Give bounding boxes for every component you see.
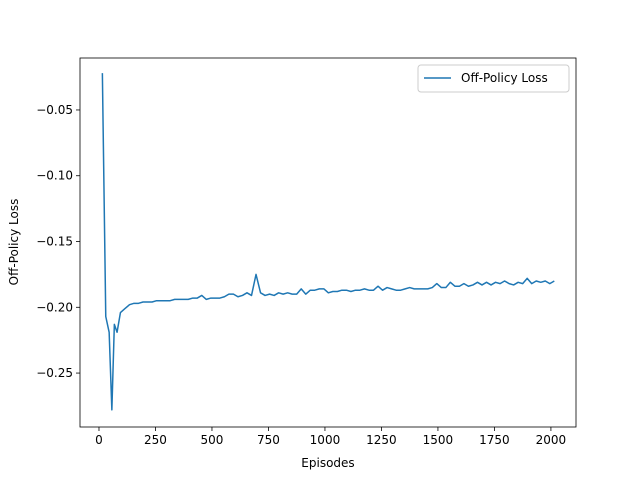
x-tick-label: 2000 (536, 433, 567, 447)
x-tick-label: 500 (201, 433, 224, 447)
legend-label: Off-Policy Loss (461, 71, 548, 85)
x-tick-label: 1750 (479, 433, 510, 447)
data-line (101, 73, 555, 411)
x-tick-label: 750 (257, 433, 280, 447)
legend-box (417, 64, 570, 93)
x-tick-label: 1500 (423, 433, 454, 447)
x-tick-label: 1250 (366, 433, 397, 447)
y-tick-label: −0.25 (36, 366, 73, 380)
x-tick-label: 1000 (310, 433, 341, 447)
y-tick-label: −0.05 (36, 103, 73, 117)
y-tick-label: −0.10 (36, 169, 73, 183)
x-tick-label: 0 (95, 433, 103, 447)
x-axis-label: Episodes (301, 456, 354, 470)
y-tick-label: −0.15 (36, 235, 73, 249)
axes-frame (79, 57, 577, 428)
x-tick-label: 250 (144, 433, 167, 447)
y-tick-label: −0.20 (36, 300, 73, 314)
y-axis-label: Off-Policy Loss (7, 199, 21, 286)
